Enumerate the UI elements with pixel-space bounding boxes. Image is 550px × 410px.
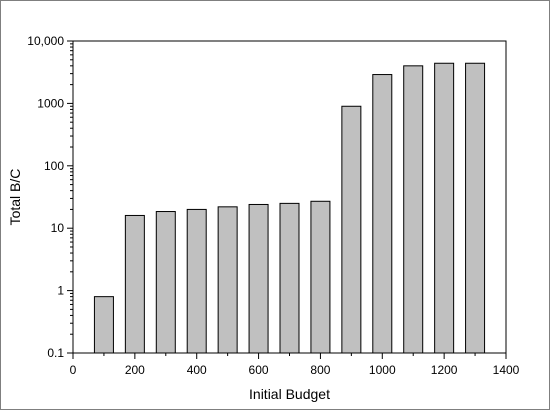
bar-1000: [372, 74, 393, 354]
x-tick-label-1400: 1400: [493, 363, 520, 377]
y-tick-label-1: 1: [57, 284, 64, 298]
y-tick-label-10,000: 10,000: [27, 34, 64, 48]
y-tick-label-1000: 1000: [37, 96, 64, 110]
y-axis: 0.1 1 10 100 1000 10,000: [27, 34, 73, 360]
bar-300: [155, 211, 176, 354]
bar-700: [279, 202, 300, 354]
y-tick-label-0.1: 0.1: [47, 346, 64, 360]
x-tick-label-1200: 1200: [431, 363, 458, 377]
bars-layer: [93, 62, 486, 354]
x-tick-label-0: 0: [70, 363, 77, 377]
bar-1100: [403, 65, 424, 354]
y-tick-label-100: 100: [44, 159, 64, 173]
bar-600: [248, 203, 269, 354]
x-axis: 0 200 400 600 800 1000 1200 1400: [70, 353, 520, 377]
bar-900: [341, 105, 362, 354]
x-tick-label-800: 800: [310, 363, 330, 377]
bar-200: [124, 214, 145, 354]
bar-1300: [465, 62, 486, 354]
bar-500: [217, 206, 238, 354]
x-axis-title: Initial Budget: [249, 386, 330, 402]
x-tick-label-600: 600: [249, 363, 269, 377]
x-tick-label-1000: 1000: [369, 363, 396, 377]
bar-100: [93, 296, 114, 354]
bar-1200: [434, 62, 455, 354]
y-axis-title: Total B/C: [7, 169, 23, 226]
x-tick-label-400: 400: [187, 363, 207, 377]
x-tick-label-200: 200: [125, 363, 145, 377]
bar-800: [310, 200, 331, 354]
bar-400: [186, 208, 207, 354]
y-tick-label-10: 10: [51, 221, 65, 235]
